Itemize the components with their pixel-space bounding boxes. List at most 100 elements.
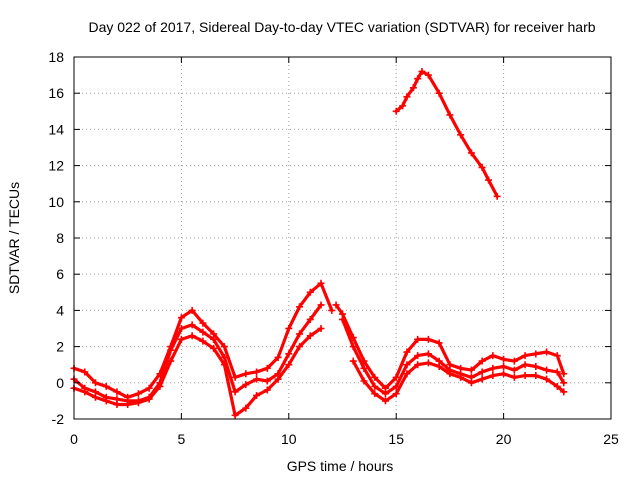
data-point — [306, 315, 314, 323]
series-track-d — [332, 301, 568, 392]
data-point — [532, 363, 540, 371]
data-point — [510, 357, 518, 365]
data-point — [81, 368, 89, 376]
data-point — [317, 325, 325, 332]
data-point — [424, 335, 432, 343]
data-point — [392, 390, 400, 398]
data-point — [199, 328, 207, 336]
data-point — [418, 67, 426, 75]
data-point — [414, 352, 422, 360]
x-tick-label: 20 — [496, 431, 512, 447]
x-tick-label: 25 — [603, 431, 619, 447]
series-track-c — [70, 325, 325, 419]
series-track-f — [349, 357, 568, 405]
data-point — [414, 361, 422, 369]
data-point — [188, 306, 196, 314]
data-point — [403, 93, 411, 101]
x-tick-label: 10 — [281, 431, 297, 447]
data-point — [371, 382, 379, 390]
data-point — [231, 373, 239, 381]
data-point — [220, 353, 228, 361]
data-point — [306, 288, 314, 296]
y-tick-label: 4 — [56, 302, 64, 318]
data-point — [532, 350, 540, 358]
data-point — [177, 335, 185, 343]
chart-title: Day 022 of 2017, Sidereal Day-to-day VTE… — [88, 19, 595, 35]
data-point — [399, 102, 407, 110]
data-point — [113, 401, 121, 409]
data-point — [493, 192, 501, 200]
data-point — [242, 404, 250, 412]
data-point — [296, 330, 304, 338]
data-point — [285, 350, 293, 358]
data-point — [210, 344, 218, 352]
data-point — [332, 301, 340, 309]
data-point — [553, 368, 561, 376]
data-point — [446, 370, 454, 378]
data-point — [199, 319, 207, 327]
data-point — [543, 348, 551, 356]
x-tick-label: 0 — [70, 431, 78, 447]
data-point — [349, 357, 357, 365]
data-point — [371, 390, 379, 398]
data-point — [339, 315, 346, 323]
data-point — [296, 303, 304, 311]
data-point — [102, 382, 110, 390]
data-point — [188, 332, 196, 340]
data-point — [424, 71, 432, 79]
data-point — [263, 364, 271, 372]
series-track-g — [392, 67, 501, 200]
data-point — [328, 306, 336, 314]
x-tick-label: 15 — [388, 431, 404, 447]
data-point — [263, 377, 271, 385]
data-point — [156, 382, 164, 390]
data-point — [134, 399, 142, 407]
data-point — [253, 368, 261, 376]
grid — [74, 57, 611, 419]
data-point — [435, 339, 443, 347]
data-point — [435, 89, 443, 97]
data-point — [414, 75, 422, 83]
data-point — [371, 373, 379, 381]
data-point — [500, 355, 508, 363]
data-point — [521, 372, 529, 380]
data-point — [220, 343, 228, 351]
data-point — [403, 348, 411, 356]
data-point — [145, 395, 153, 403]
series-layer — [70, 67, 568, 419]
y-tick-label: 0 — [56, 375, 64, 391]
data-point — [424, 359, 432, 367]
data-point — [134, 390, 142, 398]
axis-ticks: 0 5 10 15 20 25 -2 0 2 4 6 8 10 12 14 16 18 — [48, 49, 619, 447]
data-point — [446, 111, 454, 119]
data-point — [424, 350, 432, 358]
data-point — [489, 372, 497, 380]
x-axis-label: GPS time / hours — [287, 458, 394, 474]
data-point — [145, 384, 153, 392]
data-point — [457, 131, 465, 139]
series-line — [72, 303, 323, 403]
data-point — [177, 314, 185, 322]
data-point — [478, 163, 486, 171]
data-point — [521, 361, 529, 369]
data-point — [521, 352, 529, 360]
data-point — [177, 325, 185, 332]
data-point — [403, 361, 411, 369]
data-point — [317, 301, 325, 309]
data-point — [467, 379, 475, 387]
data-point — [274, 375, 282, 383]
data-point — [543, 366, 551, 374]
data-point — [167, 346, 175, 354]
data-point — [543, 375, 551, 383]
data-point — [188, 321, 196, 329]
series-line — [394, 69, 499, 198]
y-tick-label: 10 — [48, 194, 64, 210]
series-line — [340, 317, 566, 396]
y-tick-label: 16 — [48, 85, 64, 101]
data-point — [510, 366, 518, 374]
data-point — [113, 388, 121, 396]
data-point — [167, 357, 175, 365]
data-point — [349, 343, 357, 351]
